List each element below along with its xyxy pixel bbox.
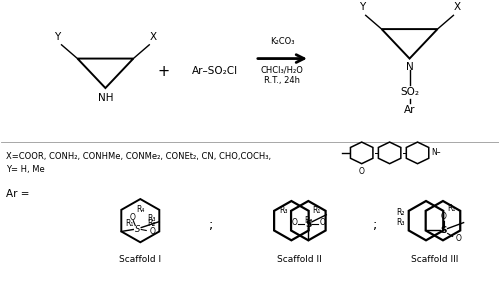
Text: Scaffold III: Scaffold III xyxy=(411,255,458,264)
Text: S: S xyxy=(134,225,140,234)
Text: S: S xyxy=(305,220,312,229)
Text: R.T., 24h: R.T., 24h xyxy=(264,76,300,85)
Text: R₃: R₃ xyxy=(396,218,404,227)
Text: SO₂: SO₂ xyxy=(400,87,419,97)
Text: R₁: R₁ xyxy=(126,219,134,228)
Text: CHCl₃/H₂O: CHCl₃/H₂O xyxy=(260,65,304,75)
Text: R₂: R₂ xyxy=(147,219,156,228)
Text: K₂CO₃: K₂CO₃ xyxy=(270,37,294,46)
Text: X=COOR, CONH₂, CONHMe, CONMe₂, CONEt₂, CN, CHO,COCH₃,: X=COOR, CONH₂, CONHMe, CONMe₂, CONEt₂, C… xyxy=(6,152,271,161)
Text: R₄: R₄ xyxy=(136,205,144,214)
Text: X: X xyxy=(454,2,461,12)
Text: N–: N– xyxy=(432,148,441,157)
Text: ;: ; xyxy=(208,219,212,232)
Text: Scaffold II: Scaffold II xyxy=(278,255,322,264)
Text: O: O xyxy=(149,227,155,236)
Text: R₃: R₃ xyxy=(279,206,287,215)
Text: R₃: R₃ xyxy=(147,214,156,223)
Text: O: O xyxy=(359,167,364,176)
Text: N: N xyxy=(406,62,413,72)
Text: R₂: R₂ xyxy=(396,208,404,217)
Text: Ar =: Ar = xyxy=(6,189,29,199)
Text: ;: ; xyxy=(372,219,377,232)
Text: R₁: R₁ xyxy=(447,204,456,213)
Text: Scaffold I: Scaffold I xyxy=(119,255,162,264)
Text: O: O xyxy=(320,218,325,227)
Text: Y= H, Me: Y= H, Me xyxy=(6,165,44,174)
Text: Y: Y xyxy=(358,2,365,12)
Text: O: O xyxy=(456,234,462,243)
Text: O: O xyxy=(440,212,446,221)
Text: Ar: Ar xyxy=(404,105,415,115)
Text: Y: Y xyxy=(54,32,60,42)
Text: O: O xyxy=(130,213,135,222)
Text: NH: NH xyxy=(98,93,113,103)
Text: S: S xyxy=(440,226,447,235)
Text: Ar–SO₂Cl: Ar–SO₂Cl xyxy=(192,66,238,76)
Text: X: X xyxy=(150,32,157,42)
Text: +: + xyxy=(157,64,170,79)
Text: R₂: R₂ xyxy=(304,216,312,225)
Text: O: O xyxy=(292,218,298,227)
Text: R₁: R₁ xyxy=(312,206,320,215)
